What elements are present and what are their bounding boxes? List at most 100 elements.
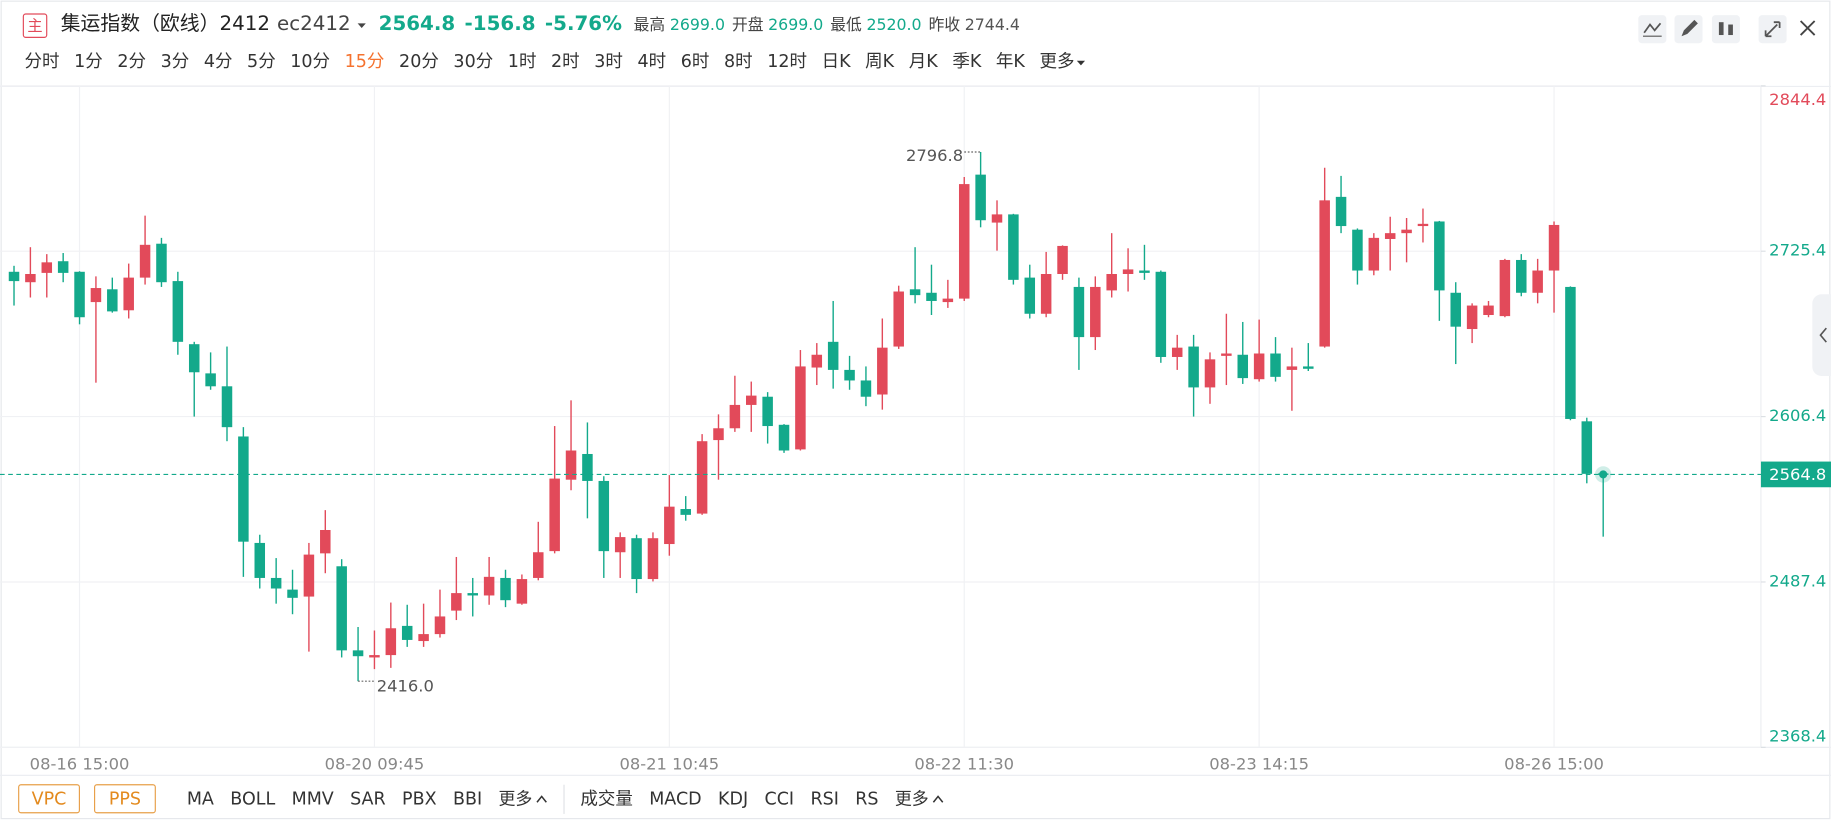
candle-body [188,344,200,373]
candle-body [713,428,724,441]
candle-body [1516,259,1527,293]
period-tab[interactable]: 日K [822,52,851,72]
candle-body [25,274,36,283]
badge-box [22,13,48,38]
candle-body [696,441,708,514]
indicator[interactable]: MA [187,789,214,809]
indicator[interactable]: CCI [764,789,794,809]
candle-body [926,292,937,301]
period-tab[interactable]: 5分 [247,52,276,72]
stat-value: 2520.0 [866,15,921,34]
candle-body [1499,259,1511,317]
indicator[interactable]: BBI [453,789,482,809]
y-tick-label: 2487.4 [1769,571,1826,590]
candle-body [369,655,380,658]
period-tab[interactable]: 8时 [724,52,753,72]
period-tab[interactable]: 月K [909,52,938,72]
candle-body [746,395,757,405]
period-tab[interactable]: 季K [952,52,981,72]
indicator[interactable]: 成交量 [580,789,632,809]
line-tool-icon [1643,22,1662,34]
indicator[interactable]: RSI [810,789,838,809]
indicator[interactable]: SAR [350,789,386,809]
candle-body [762,396,773,427]
x-tick-label: 08-20 09:45 [325,754,425,773]
indicator-more[interactable]: 更多 [895,788,929,808]
candle-body [664,506,675,545]
side-collapse[interactable] [1812,294,1831,377]
period-tab[interactable]: 2时 [551,52,580,72]
candle-body [680,509,691,515]
candle-body [500,577,511,601]
candle-body [1073,286,1085,338]
candle-body [1188,346,1199,388]
candle-body [516,579,528,604]
period-tab[interactable]: 15分 [345,52,385,72]
period-tab[interactable]: 2分 [117,52,146,72]
side-tab-arrow [1819,327,1827,343]
candle-body [1270,353,1281,377]
period-more[interactable]: 更多 [1040,52,1075,72]
period-tab[interactable]: 4分 [204,52,233,72]
quote-change-pct: -5.76% [545,12,622,35]
period-tab[interactable]: 周K [865,52,894,72]
period-tab[interactable]: 12时 [767,52,807,72]
period-tab[interactable]: 6时 [681,52,710,72]
candle-body [1106,274,1117,291]
period-tab[interactable]: 1时 [508,52,537,72]
period-tab[interactable]: 3时 [594,52,623,72]
main-indicator[interactable]: PPS [109,789,141,809]
candle-body [1303,366,1314,369]
period-tab[interactable]: 分时 [25,52,60,72]
line-tool[interactable] [1638,15,1667,44]
main-indicator[interactable]: VPC [32,789,67,809]
candle-body [877,347,888,395]
candle-body [975,174,986,221]
period-tab[interactable]: 10分 [290,52,330,72]
indicator[interactable]: BOLL [230,789,275,809]
candle-body [1581,421,1593,474]
main-indicator-box[interactable] [18,784,80,814]
candle-body [1155,271,1167,357]
y-tick-label: 2368.4 [1769,726,1826,745]
period-tab[interactable]: 20分 [399,52,439,72]
annotation: 2416.0 [377,677,434,696]
period-tab[interactable]: 年K [996,52,1025,72]
indicator[interactable]: KDJ [718,789,748,809]
candle-body [205,373,216,387]
candle-body [1008,214,1019,280]
candle-body [8,271,20,282]
candle-body [1434,221,1445,291]
indicator[interactable]: MMV [292,789,334,809]
indicator[interactable]: RS [855,789,878,809]
candle-body [1466,305,1478,330]
draw-tool-icon [1681,19,1698,37]
period-tab[interactable]: 4时 [638,52,667,72]
period-tab[interactable]: 1分 [74,52,103,72]
candle-body [123,277,134,311]
candle-body [57,261,69,273]
indicator[interactable]: PBX [402,789,437,809]
indicator[interactable]: MACD [649,789,701,809]
candle-body [1204,359,1216,388]
side-tab[interactable] [1812,294,1831,377]
candle-body [1253,353,1265,380]
candle-tool[interactable] [1711,15,1740,44]
instrument-code[interactable]: ec2412 [277,12,351,35]
candle-body [1417,223,1429,227]
candle-body [844,369,855,381]
candle-body [90,288,102,303]
indicator-more[interactable]: 更多 [498,788,532,808]
close[interactable] [1799,20,1816,36]
candle-body [483,576,495,596]
candle-body [565,450,577,480]
main-indicator-box[interactable] [94,784,156,814]
candle-body [942,298,954,303]
period-tab[interactable]: 30分 [453,52,493,72]
candle-body [107,289,118,312]
code-dropdown[interactable] [357,23,366,29]
candle-body [287,589,298,598]
period-tab[interactable]: 3分 [161,52,190,72]
